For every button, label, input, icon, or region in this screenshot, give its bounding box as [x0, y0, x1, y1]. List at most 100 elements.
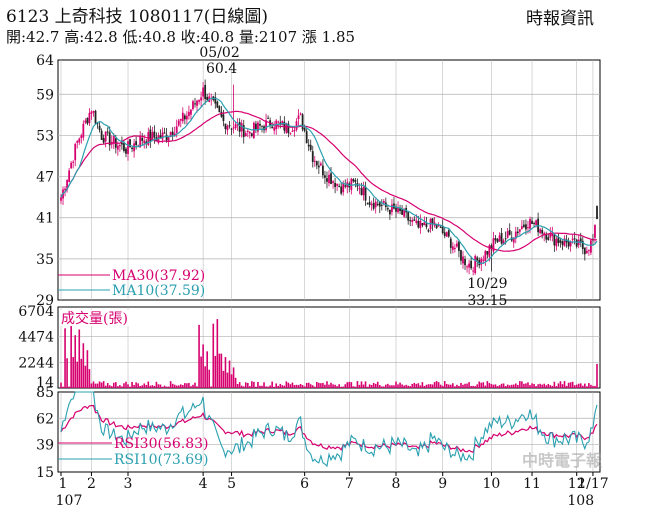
- volume-bar: [186, 383, 188, 388]
- volume-bar: [64, 328, 66, 388]
- volume-bar: [450, 384, 452, 388]
- candle-body: [127, 141, 129, 154]
- rsi-legend-label: RSI10(73.69): [114, 452, 208, 468]
- candle-body: [399, 207, 401, 211]
- candle-body: [218, 106, 221, 113]
- candle-body: [527, 227, 529, 229]
- volume-bar: [519, 381, 521, 388]
- x-tick-label: 10: [483, 476, 501, 492]
- volume-bar: [112, 382, 115, 388]
- candle-body: [291, 130, 294, 132]
- volume-bar: [165, 386, 168, 388]
- volume-bar: [437, 382, 440, 388]
- volume-bar: [514, 383, 517, 388]
- volume-bar: [246, 382, 249, 388]
- volume-bar: [328, 384, 330, 388]
- candle-body: [342, 182, 345, 193]
- candle-body: [587, 250, 590, 252]
- volume-bar: [429, 384, 432, 388]
- volume-bar: [94, 383, 97, 388]
- candle-body: [474, 255, 477, 274]
- volume-bar: [344, 384, 347, 388]
- rsi-panel: [57, 391, 601, 473]
- candle-body: [334, 182, 336, 188]
- candle-body: [121, 142, 123, 145]
- volume-bar: [433, 382, 436, 388]
- volume-bar: [529, 385, 531, 388]
- candle-body: [179, 119, 182, 121]
- volume-bar: [555, 386, 558, 388]
- volume-bar: [383, 386, 385, 388]
- candle-body: [267, 117, 269, 119]
- candle-body: [368, 202, 371, 205]
- price-y-tick: 29: [36, 293, 54, 309]
- volume-bar: [242, 386, 245, 388]
- candle-body: [439, 226, 442, 228]
- candle-body: [535, 220, 537, 225]
- volume-bar: [563, 381, 566, 388]
- candle-body: [324, 175, 326, 178]
- volume-bar: [230, 374, 233, 388]
- candle-body: [196, 100, 198, 106]
- candle-body: [222, 114, 225, 121]
- volume-bar: [348, 381, 351, 388]
- volume-bar: [196, 386, 198, 388]
- volume-bar: [88, 369, 91, 388]
- candle-body: [143, 140, 146, 144]
- price-y-tick: 64: [36, 53, 54, 69]
- candle-body: [435, 223, 438, 229]
- volume-bar: [175, 385, 178, 388]
- candle-body: [545, 233, 548, 240]
- volume-bar: [236, 384, 239, 388]
- volume-bar: [257, 381, 259, 388]
- candle-body: [303, 128, 306, 131]
- candle-body: [395, 206, 397, 212]
- volume-bar: [443, 381, 446, 388]
- candle-body: [297, 115, 300, 120]
- volume-bar: [96, 383, 99, 388]
- candle-body: [279, 122, 282, 124]
- volume-bar: [376, 381, 379, 388]
- volume-bars-group: [60, 319, 598, 388]
- candle-body: [252, 122, 255, 138]
- candle-body: [206, 96, 209, 101]
- candle-body: [181, 112, 184, 122]
- volume-bar: [567, 382, 570, 388]
- volume-bar: [263, 382, 265, 388]
- volume-bar: [502, 383, 505, 388]
- candle-body: [352, 179, 355, 182]
- candle-body: [328, 174, 330, 184]
- candle-body: [192, 101, 194, 110]
- volume-bar: [419, 385, 422, 388]
- volume-bar: [445, 383, 448, 388]
- rsi10-line: [60, 391, 598, 468]
- rsi30-line: [60, 404, 598, 453]
- candle-body: [265, 120, 267, 131]
- candle-body: [66, 180, 68, 190]
- volume-bar: [224, 357, 227, 388]
- candle-body: [74, 143, 77, 161]
- volume-bar: [425, 384, 428, 388]
- candle-body: [194, 103, 196, 105]
- candle-body: [64, 188, 66, 191]
- volume-bar: [60, 382, 62, 388]
- volume-bar: [159, 384, 162, 388]
- candle-body: [453, 247, 456, 250]
- candle-body: [185, 115, 188, 120]
- candle-body: [326, 178, 328, 182]
- candle-body: [567, 241, 570, 247]
- volume-bar: [293, 385, 296, 388]
- candle-body: [575, 239, 578, 247]
- volume-bar: [311, 385, 314, 388]
- volume-bar: [577, 383, 580, 388]
- volume-bar: [157, 384, 160, 388]
- volume-bar: [421, 382, 424, 388]
- volume-bar: [285, 381, 288, 388]
- candle-body: [512, 237, 515, 243]
- candle-body: [230, 128, 233, 130]
- volume-bar: [305, 382, 308, 388]
- volume-bar: [545, 385, 548, 388]
- volume-bar: [537, 384, 539, 388]
- volume-bar: [472, 385, 474, 388]
- volume-bar: [579, 383, 582, 388]
